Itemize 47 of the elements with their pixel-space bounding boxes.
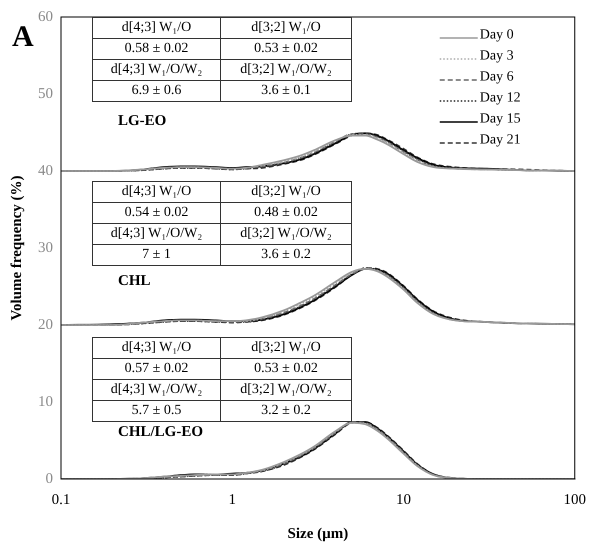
annotation: d[4;3] W₁/O: [92, 18, 220, 38]
x-tick-label: 100: [564, 492, 586, 508]
y-tick-label: 10: [38, 394, 53, 410]
annotation: LG-EO: [118, 113, 166, 130]
legend-label: Day 0: [480, 28, 514, 43]
text: A: [12, 20, 34, 54]
annotation: 0.53 ± 0.02: [220, 38, 352, 60]
annotation: 0.48 ± 0.02: [220, 202, 352, 224]
x-tick-label: 0.1: [52, 492, 70, 508]
annotation: 3.2 ± 0.2: [220, 400, 352, 422]
annotation: 5.7 ± 0.5: [92, 400, 220, 422]
x-tick-label: 10: [396, 492, 411, 508]
annotation: 6.9 ± 0.6: [92, 80, 220, 102]
y-tick-label: 20: [38, 316, 53, 333]
annotation: d[3;2] W₁/O/W₂: [220, 224, 352, 244]
annotation: d[3;2] W₁/O: [220, 18, 352, 38]
annotation: d[4;3] W₁/O: [92, 338, 220, 359]
legend-label: Day 21: [480, 132, 521, 148]
legend-label: Day 12: [480, 90, 521, 106]
annotation: d[3;2] W₁/O: [220, 182, 352, 202]
annotation: d[3;2] W₁/O: [220, 338, 352, 359]
y-tick-label: 40: [38, 162, 53, 179]
annotation: d[4;3] W₁/O: [92, 182, 220, 202]
annotation: CHL/LG-EO: [118, 424, 204, 441]
x-axis-title: Size (µm): [288, 526, 348, 542]
annotation: 0.58 ± 0.02: [92, 38, 220, 60]
annotation: 7 ± 1: [92, 244, 220, 266]
annotation: d[4;3] W₁/O/W₂: [92, 224, 220, 244]
y-tick-label: 30: [38, 240, 53, 256]
y-tick-label: 50: [38, 86, 53, 102]
annotation: 0.53 ± 0.02: [220, 358, 352, 380]
annotation: CHL: [118, 273, 151, 290]
legend-label: Day 15: [480, 112, 521, 127]
annotation: d[3;2] W₁/O/W₂: [220, 380, 352, 401]
legend-label: Day 6: [480, 70, 514, 85]
legend-label: Day 3: [480, 48, 514, 64]
annotation: 3.6 ± 0.1: [220, 80, 352, 102]
x-tick-label: 1: [228, 492, 236, 508]
y-tick-label: 60: [38, 8, 53, 25]
annotation: d[4;3] W₁/O/W₂: [92, 380, 220, 401]
annotation: d[3;2] W₁/O/W₂: [220, 60, 352, 80]
annotation: 3.6 ± 0.2: [220, 244, 352, 266]
y-tick-label: 0: [46, 470, 53, 487]
annotation: 0.57 ± 0.02: [92, 358, 220, 380]
annotation: d[4;3] W₁/O/W₂: [92, 60, 220, 80]
annotation: 0.54 ± 0.02: [92, 202, 220, 224]
y-axis-title: Volume frequency (%): [8, 176, 25, 320]
